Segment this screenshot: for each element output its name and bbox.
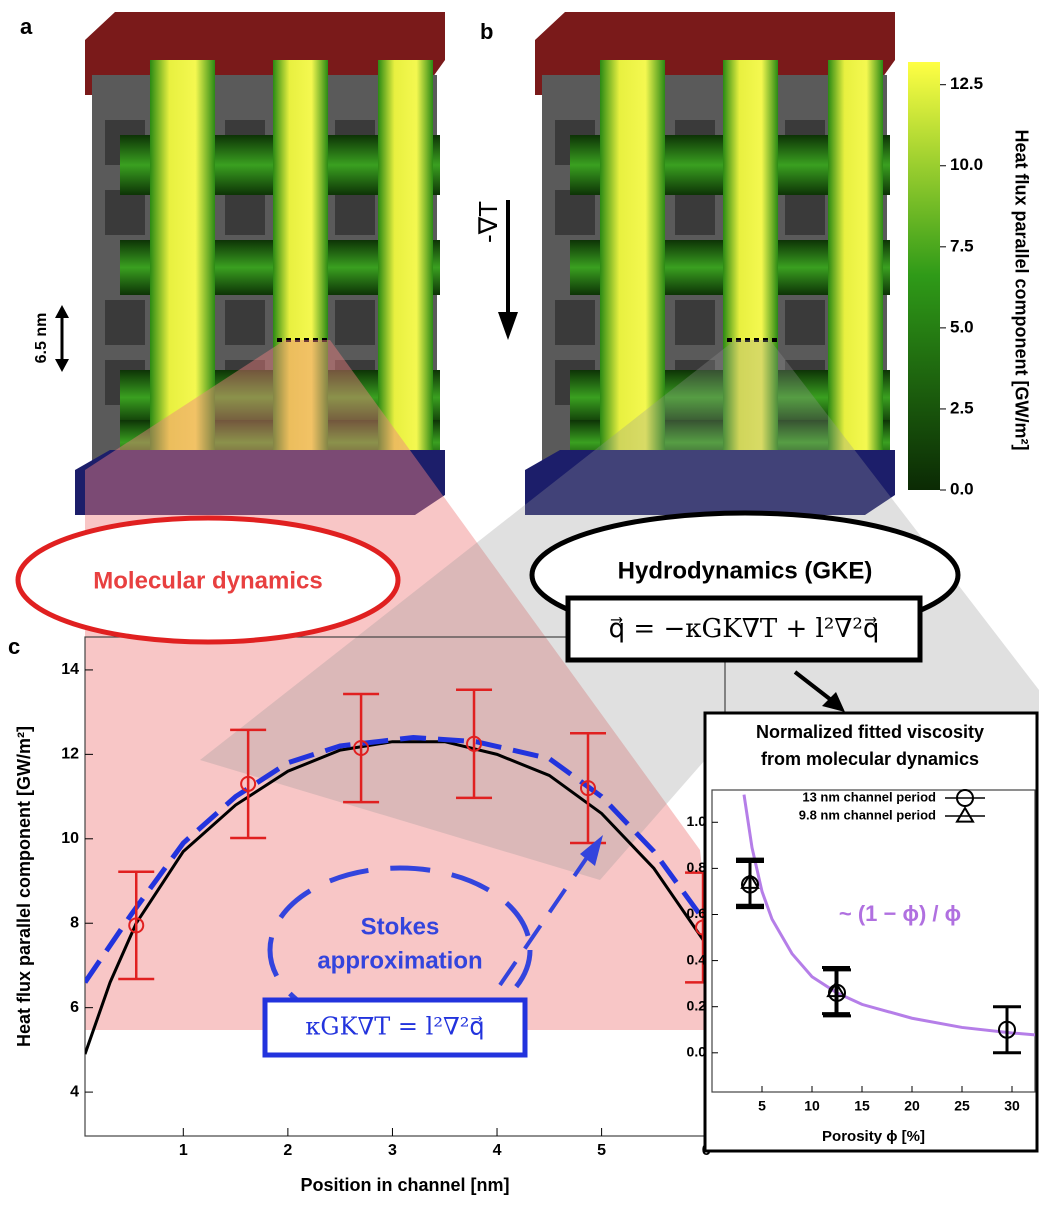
gradient-label: -∇T xyxy=(473,201,503,243)
figure: 0.02.55.07.510.012.5Heat flux parallel c… xyxy=(0,0,1039,1208)
y-tick-label: 0.8 xyxy=(687,859,707,875)
flux-strip xyxy=(828,60,883,480)
hydro-equation: q⃗ = −κGK∇T + l²∇²q⃗ xyxy=(609,614,880,644)
colorbar-tick-label: 2.5 xyxy=(950,398,974,417)
y-tick-label: 6 xyxy=(70,999,79,1016)
x-tick-label: 5 xyxy=(758,1098,766,1114)
hole xyxy=(335,190,375,235)
y-tick-label: 0.2 xyxy=(687,997,707,1013)
colorbar-tick-label: 12.5 xyxy=(950,74,983,93)
y-tick-label: 10 xyxy=(61,830,79,847)
colorbar-label: Heat flux parallel component [GW/m²] xyxy=(1011,129,1031,450)
hole xyxy=(785,190,825,235)
legend-label: 13 nm channel period xyxy=(802,789,936,804)
colorbar xyxy=(908,62,940,490)
hole xyxy=(335,300,375,345)
hole xyxy=(555,300,595,345)
colorbar-tick-label: 5.0 xyxy=(950,317,974,336)
y-tick-label: 1.0 xyxy=(687,813,707,829)
legend-label: 9.8 nm channel period xyxy=(799,807,936,822)
y-tick-label: 4 xyxy=(70,1083,79,1100)
hole xyxy=(225,300,265,345)
stokes-equation: κGK∇T = l²∇²q⃗ xyxy=(305,1013,484,1041)
md-label: Molecular dynamics xyxy=(93,567,322,594)
y-axis-label: Heat flux parallel component [GW/m²] xyxy=(14,726,34,1047)
colorbar-tick-label: 0.0 xyxy=(950,479,974,498)
inset-title: Normalized fitted viscosity xyxy=(756,722,984,742)
colorbar-tick-label: 7.5 xyxy=(950,236,974,255)
flux-strip xyxy=(378,60,433,480)
x-tick-label: 5 xyxy=(597,1142,606,1159)
scale-arrow-head xyxy=(55,359,69,372)
hole xyxy=(675,300,715,345)
stokes-label: Stokes xyxy=(361,913,440,940)
panel-label: c xyxy=(8,634,20,659)
hole xyxy=(105,190,145,235)
colorbar-tick-label: 10.0 xyxy=(950,155,983,174)
hole xyxy=(785,300,825,345)
hole xyxy=(105,300,145,345)
x-tick-label: 3 xyxy=(388,1142,397,1159)
x-tick-label: 20 xyxy=(904,1098,920,1114)
annotation: ~ (1 − ϕ) / ϕ xyxy=(839,901,961,926)
hydro-label: Hydrodynamics (GKE) xyxy=(618,557,873,584)
y-tick-label: 12 xyxy=(61,746,79,763)
x-tick-label: 2 xyxy=(283,1142,292,1159)
inset-box xyxy=(705,713,1037,1151)
gradient-arrow-head xyxy=(498,312,518,340)
scale-arrow-head xyxy=(55,305,69,318)
hole xyxy=(555,190,595,235)
y-tick-label: 8 xyxy=(70,914,79,931)
x-tick-label: 10 xyxy=(804,1098,820,1114)
x-tick-label: 30 xyxy=(1004,1098,1020,1114)
x-tick-label: 25 xyxy=(954,1098,970,1114)
stokes-label: approximation xyxy=(317,947,482,974)
y-tick-label: 0.4 xyxy=(687,951,707,967)
x-tick-label: 15 xyxy=(854,1098,870,1114)
y-tick-label: 14 xyxy=(61,661,79,678)
inset-title: from molecular dynamics xyxy=(761,749,979,769)
x-axis-label: Position in channel [nm] xyxy=(300,1175,509,1195)
hole xyxy=(675,190,715,235)
y-tick-label: 0.0 xyxy=(687,1044,707,1060)
y-tick-label: 0.6 xyxy=(687,905,707,921)
panel-label: a xyxy=(20,14,33,39)
x-tick-label: 1 xyxy=(179,1142,188,1159)
hole xyxy=(225,190,265,235)
x-axis-label: Porosity ϕ [%] xyxy=(822,1128,925,1145)
scale-label: 6.5 nm xyxy=(33,313,50,364)
x-tick-label: 4 xyxy=(493,1142,502,1159)
panel-label: b xyxy=(480,19,493,44)
